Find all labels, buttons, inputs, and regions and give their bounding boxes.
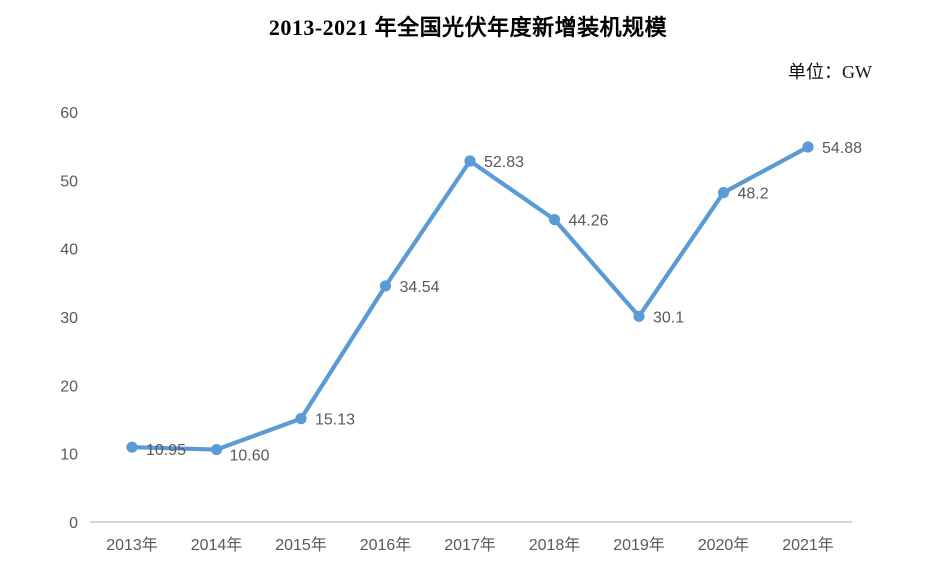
x-tick-label: 2021年 bbox=[782, 536, 834, 554]
data-point-label: 48.2 bbox=[738, 186, 769, 203]
unit-label: 单位：GW bbox=[788, 62, 872, 82]
x-tick-label: 2016年 bbox=[360, 536, 412, 554]
x-tick-label: 2020年 bbox=[698, 536, 750, 554]
data-point-label: 52.83 bbox=[484, 154, 524, 171]
x-tick-label: 2014年 bbox=[191, 536, 243, 554]
y-tick-label: 40 bbox=[60, 242, 78, 259]
data-point bbox=[464, 155, 476, 167]
y-tick-label: 50 bbox=[60, 173, 78, 190]
data-point-label: 44.26 bbox=[569, 213, 609, 230]
y-tick-label: 10 bbox=[60, 447, 78, 464]
data-point-label: 10.95 bbox=[146, 442, 186, 459]
y-tick-label: 0 bbox=[69, 515, 78, 532]
y-tick-label: 60 bbox=[60, 105, 78, 122]
data-point bbox=[802, 141, 814, 153]
x-tick-label: 2015年 bbox=[275, 536, 327, 554]
data-point bbox=[126, 441, 138, 453]
data-point bbox=[379, 280, 392, 292]
x-tick-label: 2013年 bbox=[106, 536, 158, 554]
chart-title: 2013-2021 年全国光伏年度新增装机规模 bbox=[268, 15, 668, 40]
x-tick-label: 2019年 bbox=[613, 536, 665, 554]
data-point-label: 34.54 bbox=[400, 279, 440, 296]
series-line bbox=[129, 144, 811, 452]
data-point-label: 15.13 bbox=[315, 412, 355, 429]
data-point bbox=[548, 213, 561, 226]
data-point-label: 54.88 bbox=[822, 140, 862, 157]
data-point bbox=[717, 187, 730, 199]
y-tick-label: 30 bbox=[60, 310, 78, 327]
data-point-label: 30.1 bbox=[653, 309, 684, 326]
data-point bbox=[210, 443, 223, 456]
y-tick-label: 20 bbox=[60, 378, 78, 395]
x-tick-label: 2018年 bbox=[529, 536, 581, 554]
x-tick-label: 2017年 bbox=[444, 536, 496, 554]
data-point bbox=[295, 413, 307, 425]
data-point bbox=[633, 310, 645, 322]
data-point-label: 10.60 bbox=[230, 448, 270, 465]
